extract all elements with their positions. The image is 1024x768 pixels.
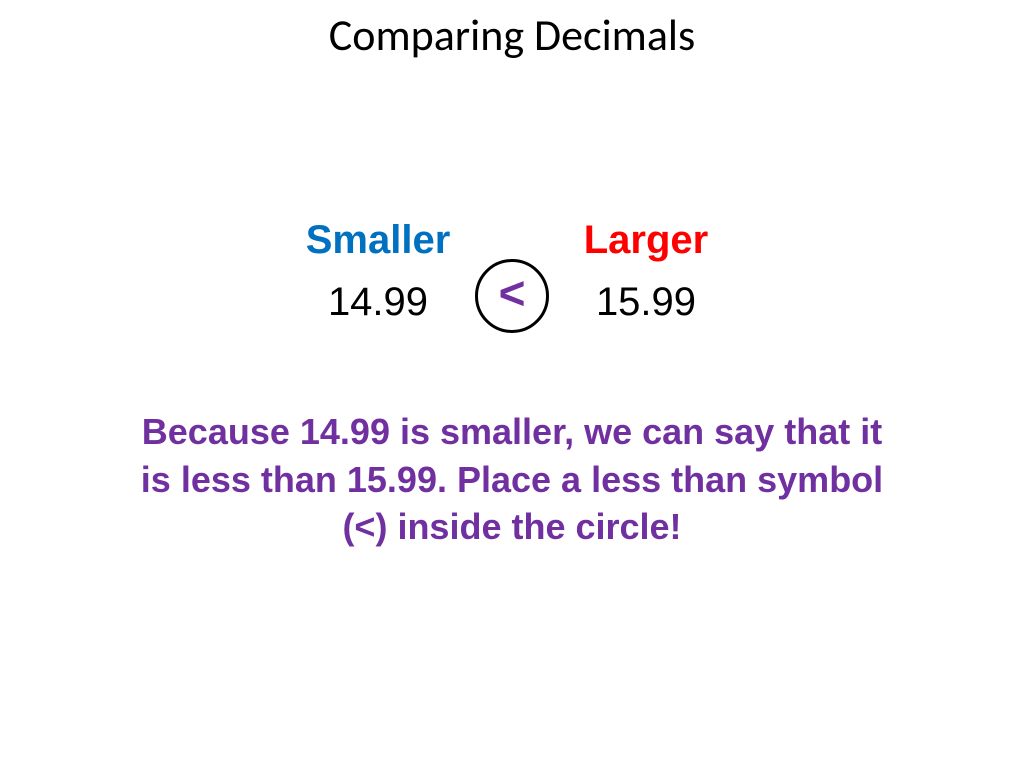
less-than-symbol: < — [499, 270, 526, 316]
left-number: 14.99 — [278, 280, 478, 325]
right-number: 15.99 — [546, 280, 746, 325]
comparison-block: Smaller Larger 14.99 < 15.99 — [0, 218, 1024, 339]
explanation-text: Because 14.99 is smaller, we can say tha… — [130, 408, 894, 551]
numbers-row: 14.99 < 15.99 — [0, 265, 1024, 339]
labels-row: Smaller Larger — [0, 218, 1024, 263]
smaller-label: Smaller — [278, 218, 478, 263]
larger-label: Larger — [546, 218, 746, 263]
comparison-circle: < — [475, 259, 549, 333]
slide-title: Comparing Decimals — [0, 0, 1024, 62]
